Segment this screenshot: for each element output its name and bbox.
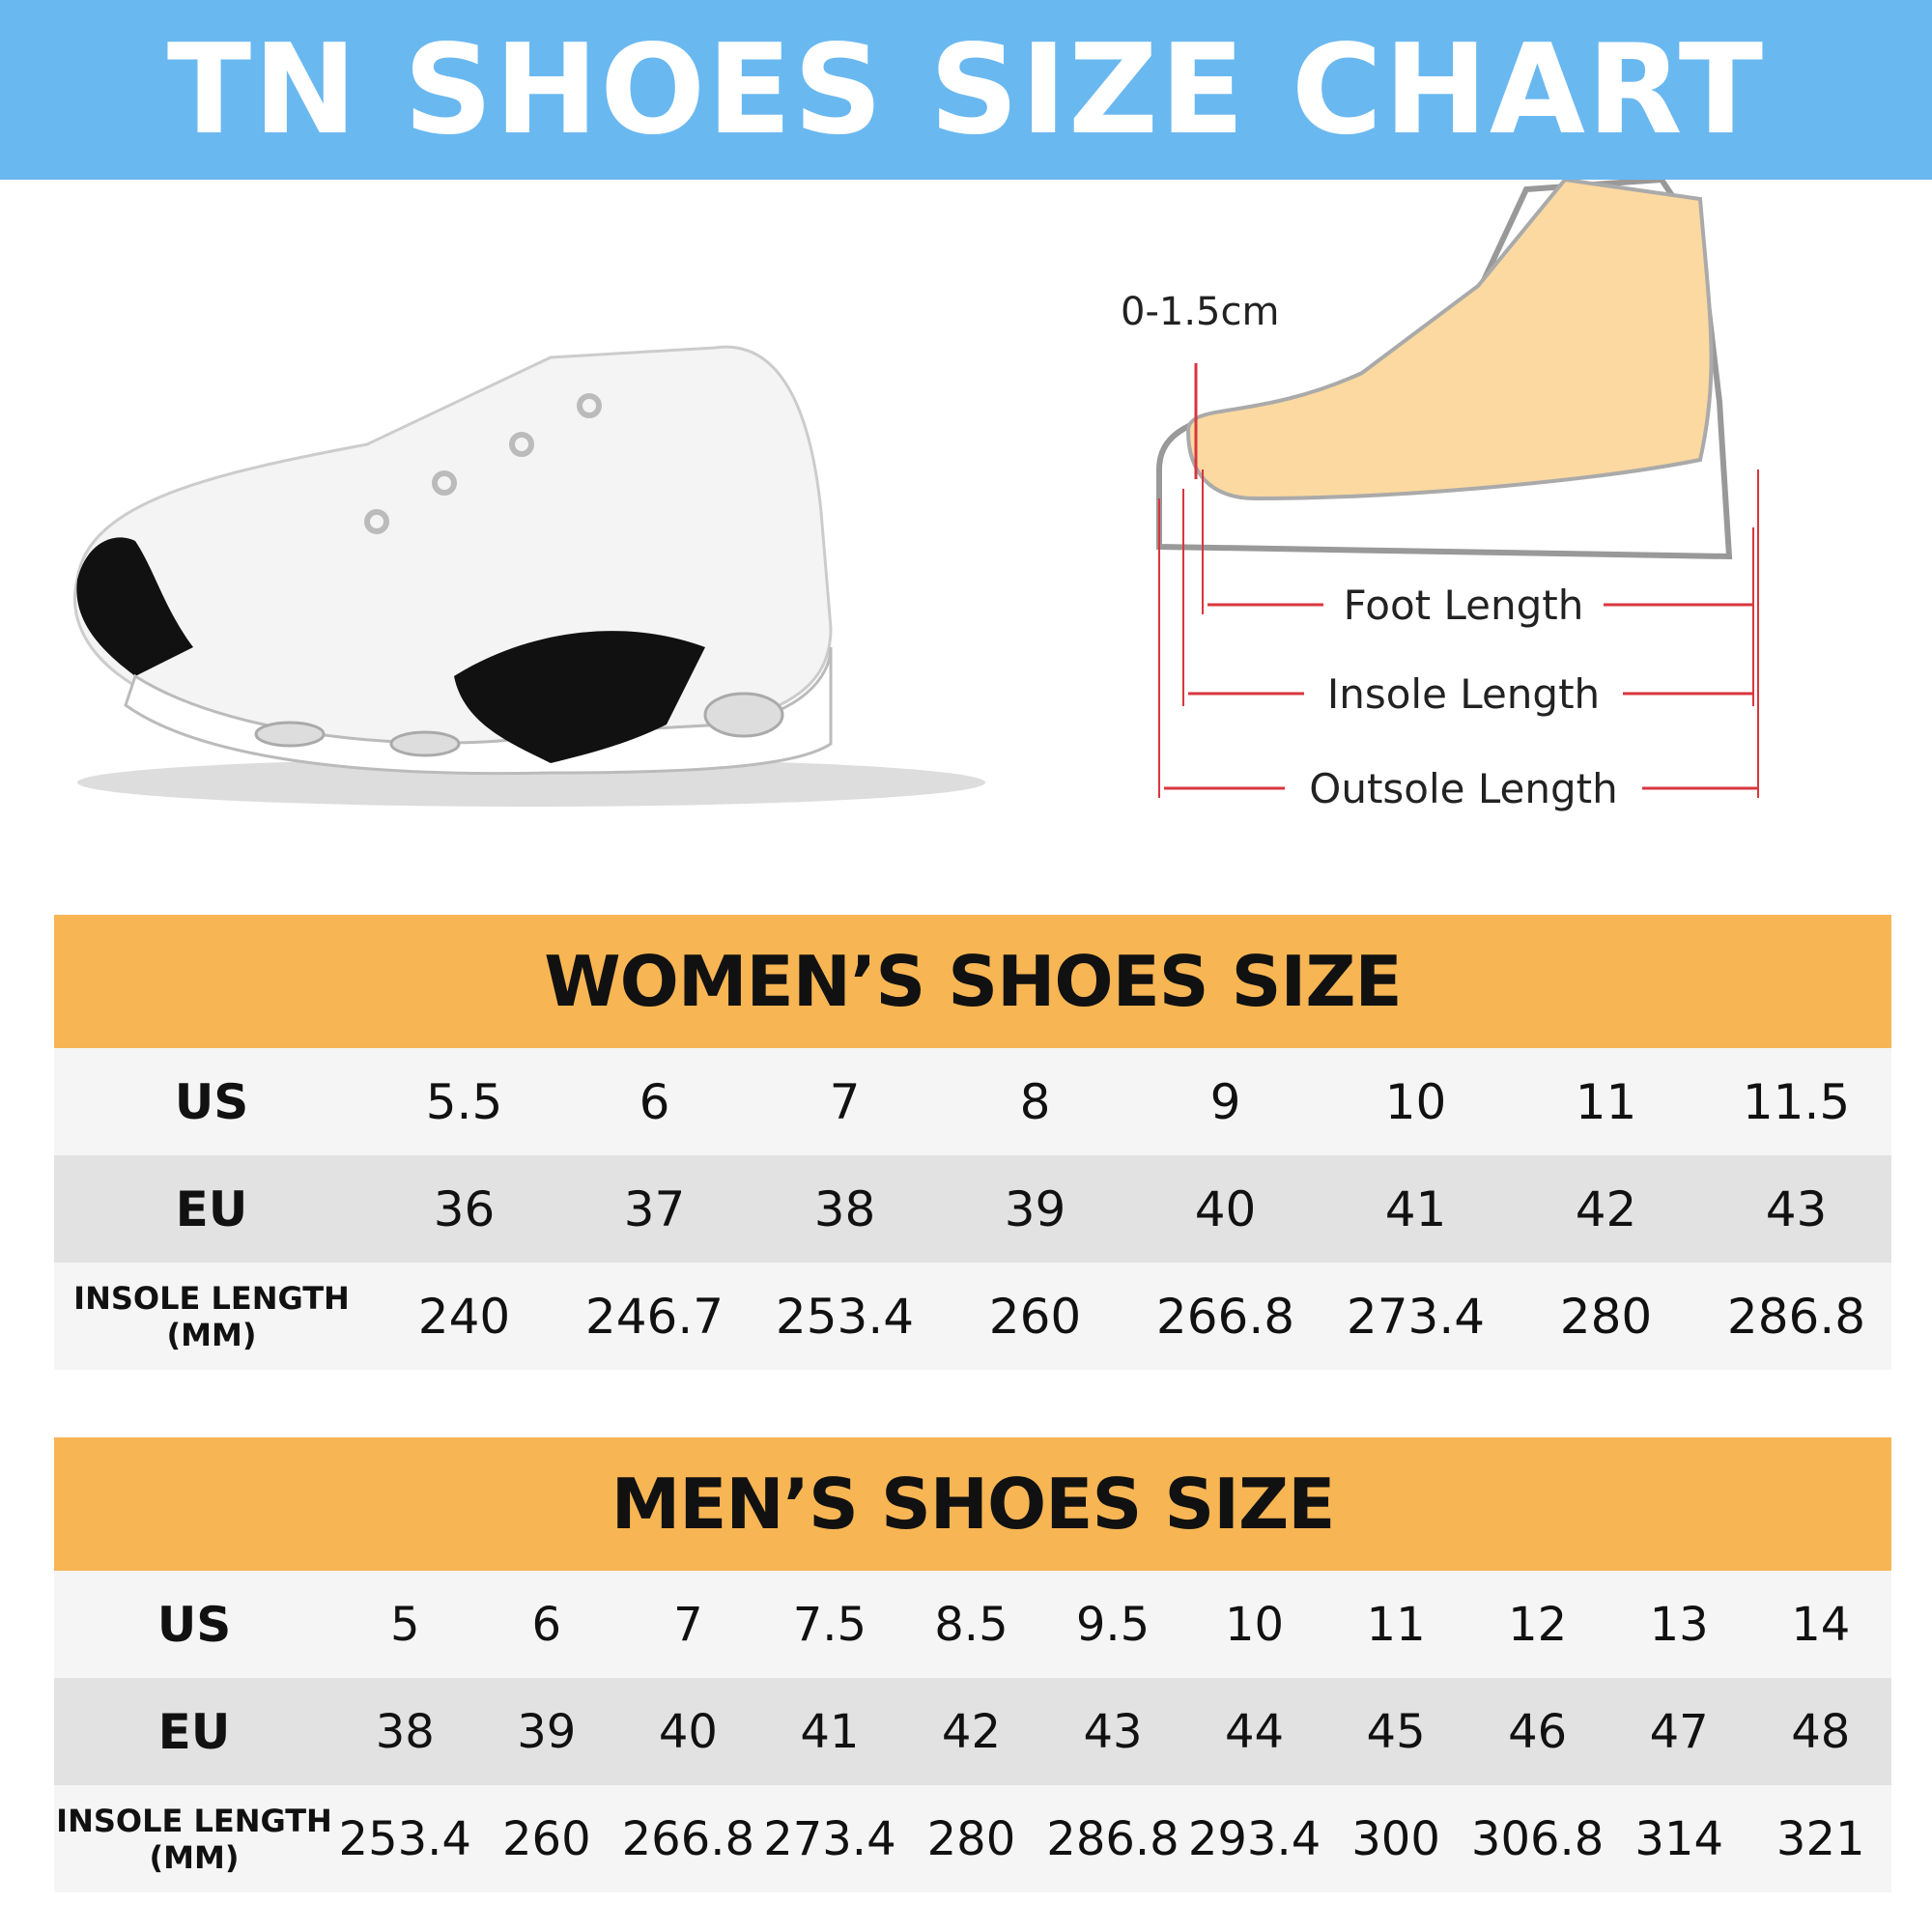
unit-label: (MM) xyxy=(149,1838,240,1876)
womens-size-table: WOMEN’S SHOES SIZE US 5.5 6 7 8 9 10 11 11.5 EU 3… xyxy=(54,915,1891,1370)
size-cell: 40 xyxy=(658,1704,718,1759)
row-label: EU xyxy=(175,1180,248,1237)
size-cell: 11 xyxy=(1366,1597,1426,1652)
size-cell: 273.4 xyxy=(1346,1288,1486,1345)
size-cell: 280 xyxy=(1559,1288,1653,1345)
size-cell: 11 xyxy=(1575,1073,1637,1130)
size-cell: 36 xyxy=(433,1180,496,1237)
size-cell: 240 xyxy=(417,1288,511,1345)
row-label: EU xyxy=(157,1703,231,1760)
mens-insole-row: INSOLE LENGTH (MM) 253.4 260 266.8 273.4 280 28… xyxy=(54,1785,1891,1892)
size-cell: 39 xyxy=(517,1704,577,1759)
size-cell: 280 xyxy=(926,1811,1016,1866)
womens-insole-row: INSOLE LENGTH (MM) 240 246.7 253.4 260 266.8 27… xyxy=(54,1263,1891,1370)
size-cell: 286.8 xyxy=(1726,1288,1866,1345)
size-cell: 38 xyxy=(375,1704,435,1759)
size-cell: 43 xyxy=(1765,1180,1828,1237)
size-cell: 7 xyxy=(829,1073,861,1130)
unit-label: (MM) xyxy=(166,1316,257,1353)
row-label: US xyxy=(156,1596,232,1653)
womens-table-title: WOMEN’S SHOES SIZE xyxy=(54,915,1891,1048)
size-cell: 266.8 xyxy=(1155,1288,1295,1345)
size-cell: 46 xyxy=(1508,1704,1568,1759)
size-cell: 12 xyxy=(1508,1597,1568,1652)
size-cell: 47 xyxy=(1649,1704,1709,1759)
size-cell: 41 xyxy=(1384,1180,1447,1237)
size-cell: 300 xyxy=(1351,1811,1440,1866)
size-cell: 41 xyxy=(800,1704,860,1759)
sneaker-image xyxy=(73,345,985,807)
insole-label: INSOLE LENGTH xyxy=(56,1802,332,1839)
size-cell: 7 xyxy=(673,1597,703,1652)
mens-eu-row: EU 38 39 40 41 42 43 44 45 46 47 48 xyxy=(54,1678,1891,1785)
insole-length-label: Insole Length xyxy=(1327,670,1600,718)
size-cell: 253.4 xyxy=(338,1811,471,1866)
page-title: TN SHOES SIZE CHART xyxy=(166,17,1766,162)
size-cell: 260 xyxy=(501,1811,591,1866)
title-banner: TN SHOES SIZE CHART xyxy=(0,0,1932,180)
mens-table-title: MEN’S SHOES SIZE xyxy=(54,1437,1891,1571)
size-cell: 10 xyxy=(1225,1597,1285,1652)
size-cell: 8 xyxy=(1019,1073,1051,1130)
foot-measurement-diagram: 0-1.5cm Foot Length Insole Length Outsol… xyxy=(1121,180,1759,812)
size-cell: 14 xyxy=(1791,1597,1851,1652)
size-cell: 11.5 xyxy=(1742,1073,1851,1130)
insole-label: INSOLE LENGTH xyxy=(73,1279,350,1317)
row-label: INSOLE LENGTH (MM) xyxy=(54,1280,369,1353)
size-cell: 306.8 xyxy=(1470,1811,1605,1866)
size-cell: 5 xyxy=(389,1597,420,1652)
size-cell: 40 xyxy=(1194,1180,1257,1237)
size-cell: 9 xyxy=(1209,1073,1241,1130)
size-cell: 44 xyxy=(1225,1704,1285,1759)
womens-us-row: US 5.5 6 7 8 9 10 11 11.5 xyxy=(54,1048,1891,1155)
mens-us-row: US 5 6 7 7.5 8.5 9.5 10 11 12 13 14 xyxy=(54,1571,1891,1678)
size-cell: 42 xyxy=(1575,1180,1637,1237)
size-cell: 48 xyxy=(1791,1704,1851,1759)
size-cell: 39 xyxy=(1004,1180,1066,1237)
size-cell: 286.8 xyxy=(1046,1811,1179,1866)
size-cell: 13 xyxy=(1649,1597,1709,1652)
size-cell: 8.5 xyxy=(934,1597,1009,1652)
mens-size-table: MEN’S SHOES SIZE US 5 6 7 7.5 8.5 9.5 10 11 12 13 1… xyxy=(54,1437,1891,1892)
size-cell: 43 xyxy=(1083,1704,1143,1759)
size-cell: 314 xyxy=(1634,1811,1723,1866)
size-cell: 6 xyxy=(531,1597,562,1652)
size-cell: 321 xyxy=(1776,1811,1865,1866)
size-cell: 253.4 xyxy=(775,1288,915,1345)
womens-eu-row: EU 36 37 38 39 40 41 42 43 xyxy=(54,1155,1891,1263)
size-cell: 45 xyxy=(1366,1704,1426,1759)
size-cell: 273.4 xyxy=(763,1811,896,1866)
size-cell: 37 xyxy=(623,1180,686,1237)
size-cell: 266.8 xyxy=(621,1811,755,1866)
size-cell: 38 xyxy=(813,1180,876,1237)
size-cell: 9.5 xyxy=(1075,1597,1151,1652)
row-label: INSOLE LENGTH (MM) xyxy=(54,1803,334,1876)
size-cell: 7.5 xyxy=(792,1597,867,1652)
size-cell: 246.7 xyxy=(584,1288,724,1345)
outsole-length-label: Outsole Length xyxy=(1309,765,1617,812)
size-cell: 260 xyxy=(988,1288,1082,1345)
foot-length-label: Foot Length xyxy=(1344,582,1584,629)
size-cell: 42 xyxy=(941,1704,1001,1759)
size-cell: 6 xyxy=(639,1073,670,1130)
row-label: US xyxy=(174,1073,249,1130)
size-cell: 293.4 xyxy=(1187,1811,1321,1866)
size-cell: 5.5 xyxy=(425,1073,503,1130)
size-cell: 10 xyxy=(1384,1073,1447,1130)
toe-gap-label: 0-1.5cm xyxy=(1121,290,1279,334)
